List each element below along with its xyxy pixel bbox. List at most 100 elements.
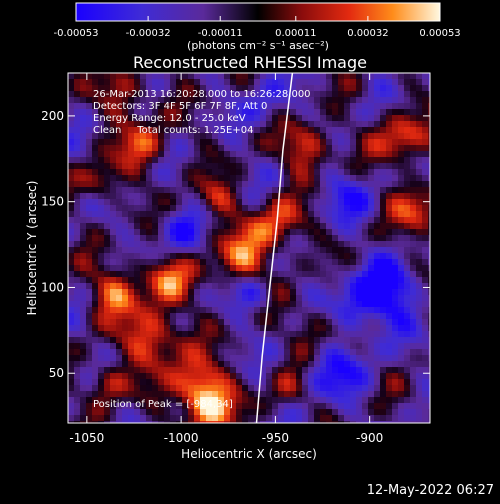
heatmap-cell [326,97,332,103]
heatmap-cell [188,295,194,301]
heatmap-cell [188,181,194,187]
heatmap-cell [362,139,368,145]
heatmap-cell [122,115,128,121]
heatmap-cell [68,109,74,115]
heatmap-cell [92,259,98,265]
heatmap-cell [146,415,152,421]
heatmap-cell [272,211,278,217]
heatmap-cell [194,181,200,187]
heatmap-cell [356,115,362,121]
heatmap-cell [272,217,278,223]
colorbar-unit-label: (photons cm⁻² s⁻¹ asec⁻²) [187,39,329,52]
heatmap-cell [374,211,380,217]
heatmap-cell [266,229,272,235]
heatmap-cell [278,103,284,109]
heatmap-cell [398,97,404,103]
heatmap-cell [338,229,344,235]
heatmap-cell [164,163,170,169]
heatmap-cell [182,337,188,343]
heatmap-cell [254,151,260,157]
heatmap-cell [296,343,302,349]
heatmap-cell [422,343,428,349]
heatmap-cell [140,169,146,175]
heatmap-cell [356,385,362,391]
heatmap-cell [140,139,146,145]
heatmap-cell [386,79,392,85]
heatmap-cell [422,367,428,373]
heatmap-cell [314,139,320,145]
heatmap-cell [308,115,314,121]
heatmap-cell [236,79,242,85]
heatmap-cell [194,139,200,145]
heatmap-cell [254,103,260,109]
heatmap-cell [416,397,422,403]
heatmap-cell [416,97,422,103]
heatmap-cell [290,115,296,121]
heatmap-cell [428,211,430,217]
heatmap-cell [182,211,188,217]
heatmap-cell [350,253,356,259]
heatmap-cell [374,337,380,343]
heatmap-cell [410,349,416,355]
heatmap-cell [278,403,284,409]
heatmap-cell [200,403,206,409]
heatmap-cell [416,277,422,283]
heatmap-cell [272,103,278,109]
heatmap-cell [422,265,428,271]
heatmap-cell [188,199,194,205]
heatmap-cell [260,151,266,157]
heatmap-cell [332,289,338,295]
heatmap-cell [230,379,236,385]
heatmap-cell [176,97,182,103]
heatmap-cell [290,319,296,325]
heatmap-cell [362,373,368,379]
heatmap-cell [248,217,254,223]
heatmap-cell [158,349,164,355]
heatmap-cell [296,367,302,373]
heatmap-cell [146,361,152,367]
heatmap-cell [80,187,86,193]
heatmap-cell [266,259,272,265]
heatmap-cell [320,313,326,319]
heatmap-cell [146,277,152,283]
heatmap-cell [308,247,314,253]
heatmap-cell [104,85,110,91]
heatmap-cell [266,169,272,175]
heatmap-cell [284,217,290,223]
heatmap-cell [266,421,272,423]
heatmap-cell [404,109,410,115]
heatmap-cell [206,325,212,331]
heatmap-cell [230,391,236,397]
heatmap-cell [308,175,314,181]
heatmap-cell [302,145,308,151]
heatmap-cell [182,79,188,85]
heatmap-cell [374,295,380,301]
heatmap-cell [236,331,242,337]
heatmap-cell [134,313,140,319]
heatmap-cell [290,199,296,205]
heatmap-cell [326,409,332,415]
heatmap-cell [68,73,74,79]
heatmap-cell [104,193,110,199]
heatmap-cell [104,73,110,79]
heatmap-cell [218,163,224,169]
heatmap-cell [116,385,122,391]
heatmap-cell [236,361,242,367]
heatmap-cell [410,139,416,145]
heatmap-cell [74,265,80,271]
heatmap-cell [248,295,254,301]
heatmap-cell [368,73,374,79]
heatmap-cell [308,91,314,97]
heatmap-cell [116,325,122,331]
heatmap-cell [314,163,320,169]
heatmap-cell [224,181,230,187]
heatmap-cell [398,355,404,361]
heatmap-cell [392,289,398,295]
heatmap-cell [266,145,272,151]
heatmap-cell [152,193,158,199]
heatmap-cell [356,301,362,307]
heatmap-cell [254,361,260,367]
heatmap-cell [128,193,134,199]
heatmap-cell [356,109,362,115]
heatmap-cell [350,397,356,403]
